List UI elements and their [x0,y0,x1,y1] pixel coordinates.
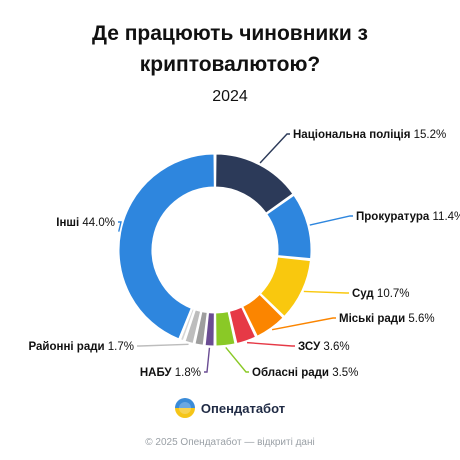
brand: Опендатабот [0,398,460,418]
slice-label: Прокуратура 11.4% [356,211,460,223]
donut-slice [204,312,215,347]
slice-label: Суд 10.7% [352,288,410,300]
slice-leader-line [246,341,295,347]
slice-label: НАБУ 1.8% [140,367,201,379]
donut-slice [118,153,215,340]
slice-label: Інші 44.0% [56,217,115,229]
donut-slice [194,311,208,346]
slice-label: Обласні ради 3.5% [252,367,358,379]
donut-slice [259,256,311,318]
slice-leader-line [204,347,211,373]
slice-leader-line [259,133,290,164]
opendatabot-logo-icon [174,398,195,418]
donut-slice [215,153,294,214]
slice-label: Національна поліція 15.2% [293,129,446,141]
donut-slice [215,311,236,347]
donut-slice [184,309,202,345]
slice-label: Районні ради 1.7% [29,341,135,353]
brand-name: Опендатабот [200,400,286,416]
slice-leader-line [271,317,336,331]
slice-label: Міські ради 5.6% [339,313,435,325]
chart-title: Де працюють чиновники з криптовалютою? [91,22,368,76]
donut-slice [266,194,312,260]
chart-subtitle: 2024 [212,88,248,105]
slice-label: ЗСУ 3.6% [298,341,350,353]
slice-leader-line [137,343,189,347]
slice-leader-line [309,215,353,226]
slice-leader-line [225,346,249,373]
slice-leader-line [118,221,122,232]
donut-slice [242,293,284,337]
donut-slice [179,308,195,342]
donut-slice [228,306,257,345]
footer-copyright: © 2025 Опендатабот — відкриті дані [145,437,315,448]
slice-leader-line [303,290,349,294]
